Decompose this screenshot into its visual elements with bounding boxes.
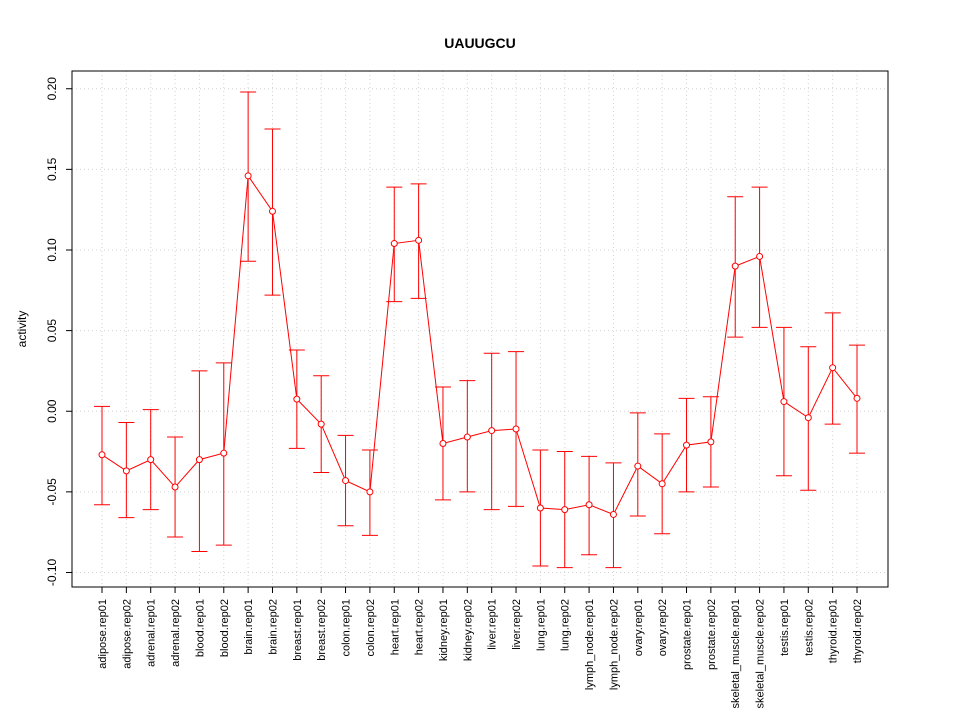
data-point [609,510,617,518]
y-tick-label: -0.10 [45,558,59,586]
data-point [439,439,447,447]
x-tick-label: liver.rep01 [487,599,499,650]
data-point [195,456,203,464]
data-point [342,477,350,485]
axes: -0.10 -0.05 0.00 0.05 0.10 0.15 0.20 adipose.re… [45,77,864,709]
x-tick-label: adipose.rep02 [121,599,133,669]
data-point [853,394,861,402]
data-point [293,395,301,403]
x-tick-label: lung.rep02 [560,599,572,651]
data-point [415,236,423,244]
data-point [536,504,544,512]
x-tick-label: brain.rep01 [243,599,255,655]
data-point [366,488,374,496]
x-tick-label: kidney.rep01 [438,599,450,661]
x-tick-label: thyroid.rep01 [828,599,840,663]
x-tick-label: prostate.rep01 [682,599,694,670]
data-point [390,240,398,248]
x-tick-label: adrenal.rep02 [170,599,182,667]
y-tick-label: -0.05 [45,478,59,506]
x-tick-label: lung.rep01 [535,599,547,651]
grid [72,71,888,587]
data-point [512,425,520,433]
data-point [488,427,496,435]
data-point [731,262,739,270]
x-tick-label: blood.rep02 [219,599,231,657]
y-tick-label: 0.00 [45,399,59,423]
x-tick-label: prostate.rep02 [706,599,718,670]
x-tick-label: heart.rep01 [389,599,401,655]
x-tick-label: ovary.rep01 [633,599,645,656]
x-tick-label: blood.rep01 [194,599,206,657]
x-tick-label: testis.rep01 [779,599,791,656]
y-tick-label: 0.05 [45,319,59,343]
x-tick-label: colon.rep02 [365,599,377,657]
chart-title: UAUUGCU [444,35,516,51]
y-tick-label: 0.15 [45,157,59,181]
data-point [804,414,812,422]
x-tick-label: thyroid.rep02 [852,599,864,663]
series-line [101,174,858,516]
x-tick-label: liver.rep02 [511,599,523,650]
data-point [780,398,788,406]
data-point [171,483,179,491]
x-tick-label: testis.rep02 [803,599,815,656]
x-tick-label: skeletal_muscle.rep02 [755,599,767,708]
data-point [756,252,764,260]
x-tick-label: heart.rep02 [414,599,426,655]
data-point [561,506,569,514]
y-tick-label: 0.10 [45,238,59,262]
x-tick-label: adrenal.rep01 [146,599,158,667]
data-point [829,364,837,372]
x-tick-label: breast.rep01 [292,599,304,661]
data-point [463,433,471,441]
data-marks [94,91,865,569]
data-point [244,172,252,180]
data-point [147,456,155,464]
data-point [634,462,642,470]
y-axis-label: activity [15,311,29,348]
data-point [220,449,228,457]
data-point [707,438,715,446]
x-tick-label: ovary.rep02 [657,599,669,656]
data-point [658,480,666,488]
x-tick-label: lymph_node.rep02 [608,599,620,690]
x-tick-label: adipose.rep01 [97,599,109,669]
y-tick-label: 0.20 [45,77,59,101]
x-tick-label: breast.rep02 [316,599,328,661]
x-tick-label: colon.rep01 [341,599,353,657]
data-point [268,207,276,215]
x-tick-label: kidney.rep02 [462,599,474,661]
x-tick-label: lymph_node.rep01 [584,599,596,690]
data-point [122,467,130,475]
plot-border [71,70,889,588]
data-point [98,451,106,459]
data-point [683,441,691,449]
x-tick-label: brain.rep02 [267,599,279,655]
data-point [317,420,325,428]
data-point [585,501,593,509]
x-tick-label: skeletal_muscle.rep01 [730,599,742,708]
